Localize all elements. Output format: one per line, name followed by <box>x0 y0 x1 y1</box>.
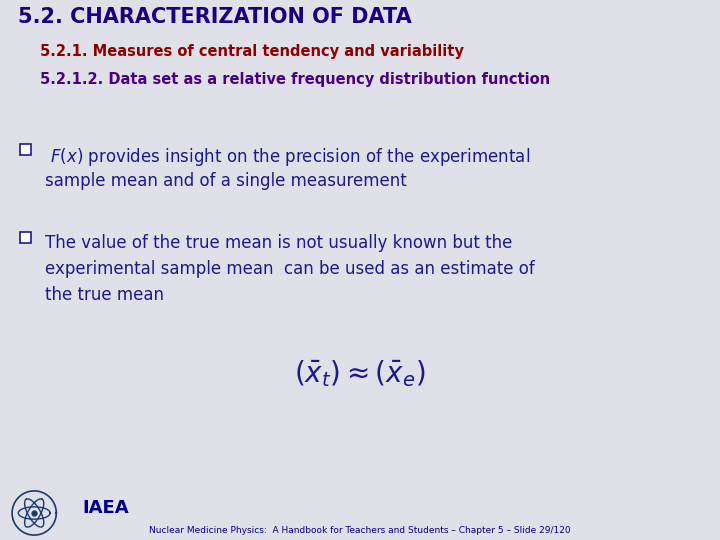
Text: The value of the true mean is not usually known but the: The value of the true mean is not usuall… <box>45 234 513 252</box>
Text: the true mean: the true mean <box>45 286 164 304</box>
Text: 5.2. CHARACTERIZATION OF DATA: 5.2. CHARACTERIZATION OF DATA <box>18 8 412 28</box>
Text: IAEA: IAEA <box>83 498 130 517</box>
Text: $F(x)$ provides insight on the precision of the experimental: $F(x)$ provides insight on the precision… <box>45 146 530 168</box>
Text: experimental sample mean  can be used as an estimate of: experimental sample mean can be used as … <box>45 260 535 278</box>
Text: $\left(\bar{x}_t\right)\approx\left(\bar{x}_e\right)$: $\left(\bar{x}_t\right)\approx\left(\bar… <box>294 358 426 389</box>
Text: 5.2.1.2. Data set as a relative frequency distribution function: 5.2.1.2. Data set as a relative frequenc… <box>40 72 550 86</box>
Bar <box>20 232 31 243</box>
Text: Nuclear Medicine Physics:  A Handbook for Teachers and Students – Chapter 5 – Sl: Nuclear Medicine Physics: A Handbook for… <box>149 526 571 535</box>
Bar <box>20 144 31 155</box>
Text: sample mean and of a single measurement: sample mean and of a single measurement <box>45 172 407 190</box>
Text: 5.2.1. Measures of central tendency and variability: 5.2.1. Measures of central tendency and … <box>40 44 464 59</box>
